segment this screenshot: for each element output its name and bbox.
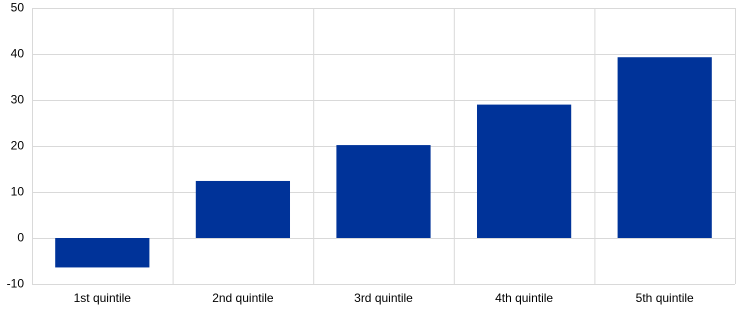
bar (476, 104, 572, 238)
x-tick-label: 5th quintile (636, 291, 694, 305)
y-tick-label: 0 (17, 231, 24, 245)
bar (617, 57, 712, 238)
x-tick-label: 3rd quintile (354, 291, 413, 305)
x-tick-label: 1st quintile (74, 291, 132, 305)
y-tick-label: -10 (7, 277, 25, 291)
y-tick-label: 40 (11, 47, 25, 61)
bar (55, 238, 150, 268)
y-tick-label: 20 (11, 139, 25, 153)
y-tick-label: 50 (11, 1, 25, 15)
bar (195, 180, 291, 238)
x-tick-label: 2nd quintile (212, 291, 274, 305)
x-tick-label: 4th quintile (495, 291, 553, 305)
y-tick-label: 10 (11, 185, 25, 199)
y-tick-label: 30 (11, 93, 25, 107)
bar (336, 145, 431, 238)
